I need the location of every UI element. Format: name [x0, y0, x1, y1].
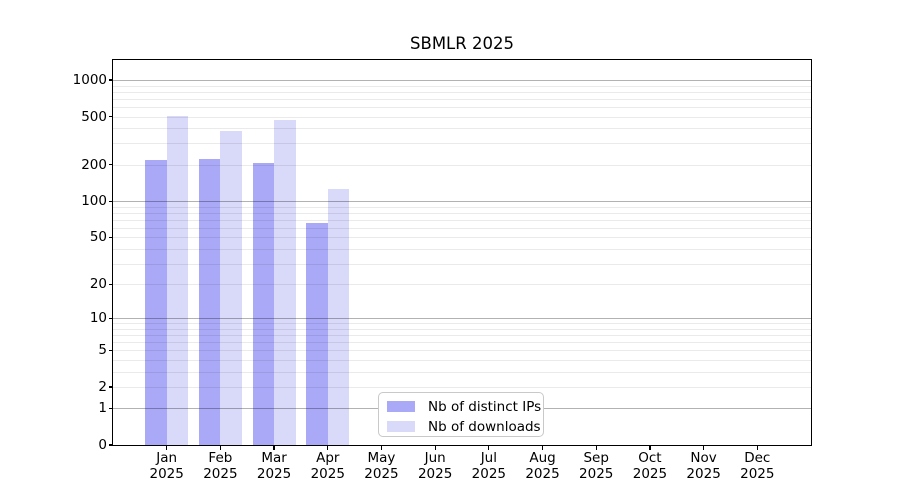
y-tick-label: 200 — [81, 156, 107, 173]
x-tick-label: Mar 2025 — [256, 450, 292, 482]
y-tick-mark — [108, 200, 113, 202]
major-gridline — [113, 80, 811, 81]
bar-distinct-ips — [198, 158, 221, 445]
x-tick-label: Jun 2025 — [417, 450, 453, 482]
minor-gridline — [113, 143, 811, 145]
minor-gridline — [113, 85, 811, 87]
minor-gridline — [113, 350, 811, 352]
minor-gridline — [113, 263, 811, 265]
legend-label-downloads: Nb of downloads — [428, 418, 541, 435]
x-tick-label: Aug 2025 — [525, 450, 560, 482]
major-gridline — [113, 318, 811, 320]
x-tick-mark — [273, 445, 275, 450]
y-tick-mark — [108, 79, 113, 81]
major-gridline — [113, 201, 811, 203]
chart-title: SBMLR 2025 — [410, 34, 514, 53]
minor-gridline — [113, 335, 811, 337]
y-tick-label: 500 — [81, 108, 107, 125]
y-tick-label: 100 — [81, 193, 107, 210]
y-tick-label: 1000 — [72, 72, 107, 88]
y-tick-label: 20 — [89, 276, 107, 293]
bar-distinct-ips — [252, 163, 275, 445]
x-tick-mark — [756, 445, 758, 450]
minor-gridline — [113, 328, 811, 330]
legend-swatch-downloads — [387, 421, 415, 433]
y-tick-label: 2 — [98, 378, 107, 395]
x-tick-mark — [595, 445, 597, 450]
minor-gridline — [113, 212, 811, 214]
legend-item-downloads: Nb of downloads — [379, 418, 543, 436]
minor-gridline — [113, 386, 811, 388]
x-tick-label: Oct 2025 — [632, 450, 668, 482]
x-tick-mark — [380, 445, 383, 450]
legend-label-distinct-ips: Nb of distinct IPs — [428, 398, 542, 415]
minor-gridline — [113, 206, 811, 208]
y-tick-mark — [108, 349, 113, 351]
y-tick-label: 0 — [98, 437, 107, 453]
plot-area — [113, 60, 811, 445]
x-tick-mark — [649, 445, 651, 450]
minor-gridline — [113, 91, 811, 93]
x-tick-mark — [541, 445, 544, 450]
x-tick-label: May 2025 — [364, 450, 399, 482]
minor-gridline — [113, 284, 811, 286]
y-tick-mark — [108, 386, 113, 388]
minor-gridline — [113, 116, 811, 118]
legend-item-distinct-ips: Nb of distinct IPs — [379, 398, 543, 416]
minor-gridline — [113, 219, 811, 221]
bar-downloads — [166, 116, 189, 445]
minor-gridline — [113, 98, 811, 100]
y-tick-mark — [108, 115, 113, 118]
bar-downloads — [274, 120, 296, 445]
y-tick-mark — [108, 236, 113, 238]
x-tick-mark — [702, 445, 705, 450]
x-tick-mark — [327, 445, 329, 450]
minor-gridline — [113, 371, 811, 373]
y-tick-label: 10 — [89, 310, 107, 327]
minor-gridline — [113, 227, 811, 229]
bar-downloads — [220, 131, 242, 445]
y-tick-mark — [108, 317, 113, 319]
minor-gridline — [113, 164, 811, 166]
bar-distinct-ips — [145, 160, 167, 445]
x-tick-label: Dec 2025 — [740, 450, 775, 482]
minor-gridline — [113, 248, 811, 250]
y-tick-mark — [108, 164, 113, 166]
legend-swatch-distinct-ips — [387, 401, 415, 413]
minor-gridline — [113, 342, 811, 344]
x-tick-mark — [219, 445, 222, 450]
y-tick-label: 50 — [89, 229, 107, 246]
y-tick-mark — [108, 444, 113, 446]
x-tick-label: Jul 2025 — [471, 450, 507, 482]
x-tick-label: Jan 2025 — [149, 450, 184, 482]
legend: Nb of distinct IPs Nb of downloads — [378, 392, 544, 437]
minor-gridline — [113, 106, 811, 108]
minor-gridline — [113, 359, 811, 361]
y-tick-label: 1 — [98, 400, 107, 417]
minor-gridline — [113, 128, 811, 130]
minor-gridline — [113, 323, 811, 325]
bar-downloads — [327, 189, 350, 445]
x-tick-label: Apr 2025 — [310, 450, 345, 482]
x-tick-label: Sep 2025 — [579, 450, 614, 482]
x-tick-mark — [166, 445, 168, 450]
x-tick-label: Feb 2025 — [203, 450, 238, 482]
x-tick-mark — [488, 445, 490, 450]
y-tick-label: 5 — [98, 342, 107, 359]
bar-distinct-ips — [306, 222, 328, 445]
y-tick-mark — [108, 283, 113, 285]
x-tick-label: Nov 2025 — [686, 450, 721, 482]
x-tick-mark — [434, 445, 436, 450]
y-tick-mark — [108, 407, 113, 410]
minor-gridline — [113, 237, 811, 239]
